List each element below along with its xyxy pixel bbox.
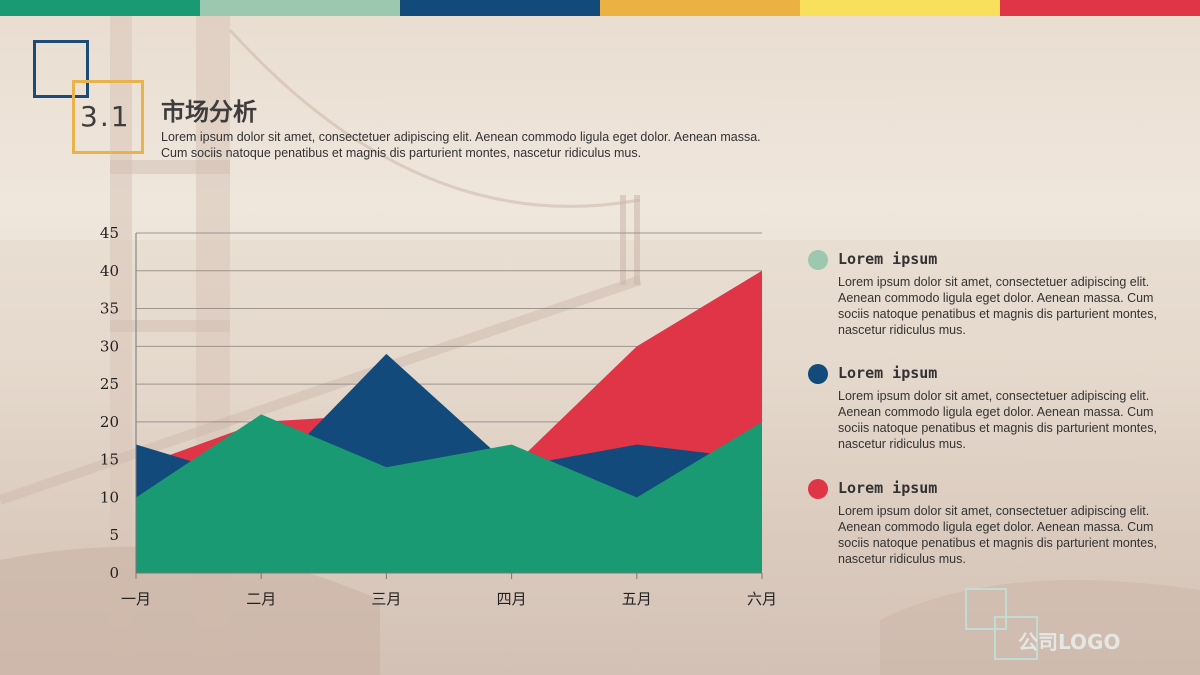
intro-text: Lorem ipsum dolor sit amet, consectetuer… [161, 130, 761, 160]
y-tick-label: 35 [100, 300, 119, 318]
y-tick-label: 10 [100, 488, 119, 506]
x-tick-label: 二月 [246, 590, 276, 608]
decor-square-orange [72, 80, 144, 154]
y-tick-label: 15 [100, 451, 119, 469]
y-tick-label: 30 [100, 337, 119, 355]
stripe-segment-red [1000, 0, 1200, 16]
legend-dot-mint [808, 250, 828, 270]
x-tick-label: 四月 [497, 590, 527, 608]
x-tick-label: 一月 [121, 590, 151, 608]
y-tick-label: 25 [100, 375, 119, 393]
x-tick-label: 五月 [622, 590, 652, 608]
decor-square-navy [33, 40, 89, 98]
legend-title: Lorem ipsum [838, 479, 938, 497]
section-number: 3.1 [80, 100, 131, 133]
stripe-segment-green [0, 0, 200, 16]
company-logo: 公司LOGO [962, 588, 1162, 668]
stripe-segment-navy [400, 0, 600, 16]
stripe-segment-orange [600, 0, 800, 16]
series-area-green [136, 414, 762, 573]
y-tick-label: 5 [109, 526, 119, 544]
logo-square-front [994, 616, 1038, 660]
legend-title: Lorem ipsum [838, 250, 938, 268]
color-stripe [0, 0, 1200, 16]
stripe-segment-yellow [800, 0, 1000, 16]
page-title: 市场分析 [161, 98, 257, 126]
stripe-segment-mint [200, 0, 400, 16]
legend-dot-red [808, 479, 828, 499]
legend-description: Lorem ipsum dolor sit amet, consectetuer… [838, 275, 1157, 337]
y-tick-label: 40 [100, 262, 119, 280]
y-tick-label: 45 [100, 224, 119, 242]
legend-description: Lorem ipsum dolor sit amet, consectetuer… [838, 504, 1157, 566]
x-tick-label: 三月 [371, 590, 401, 608]
logo-square-back [965, 588, 1007, 630]
legend-title: Lorem ipsum [838, 364, 938, 382]
legend-description: Lorem ipsum dolor sit amet, consectetuer… [838, 389, 1157, 451]
y-tick-label: 0 [109, 564, 119, 582]
y-tick-label: 20 [100, 413, 119, 431]
x-tick-label: 六月 [747, 590, 777, 608]
logo-text: 公司LOGO [1018, 630, 1121, 654]
legend-dot-navy [808, 364, 828, 384]
